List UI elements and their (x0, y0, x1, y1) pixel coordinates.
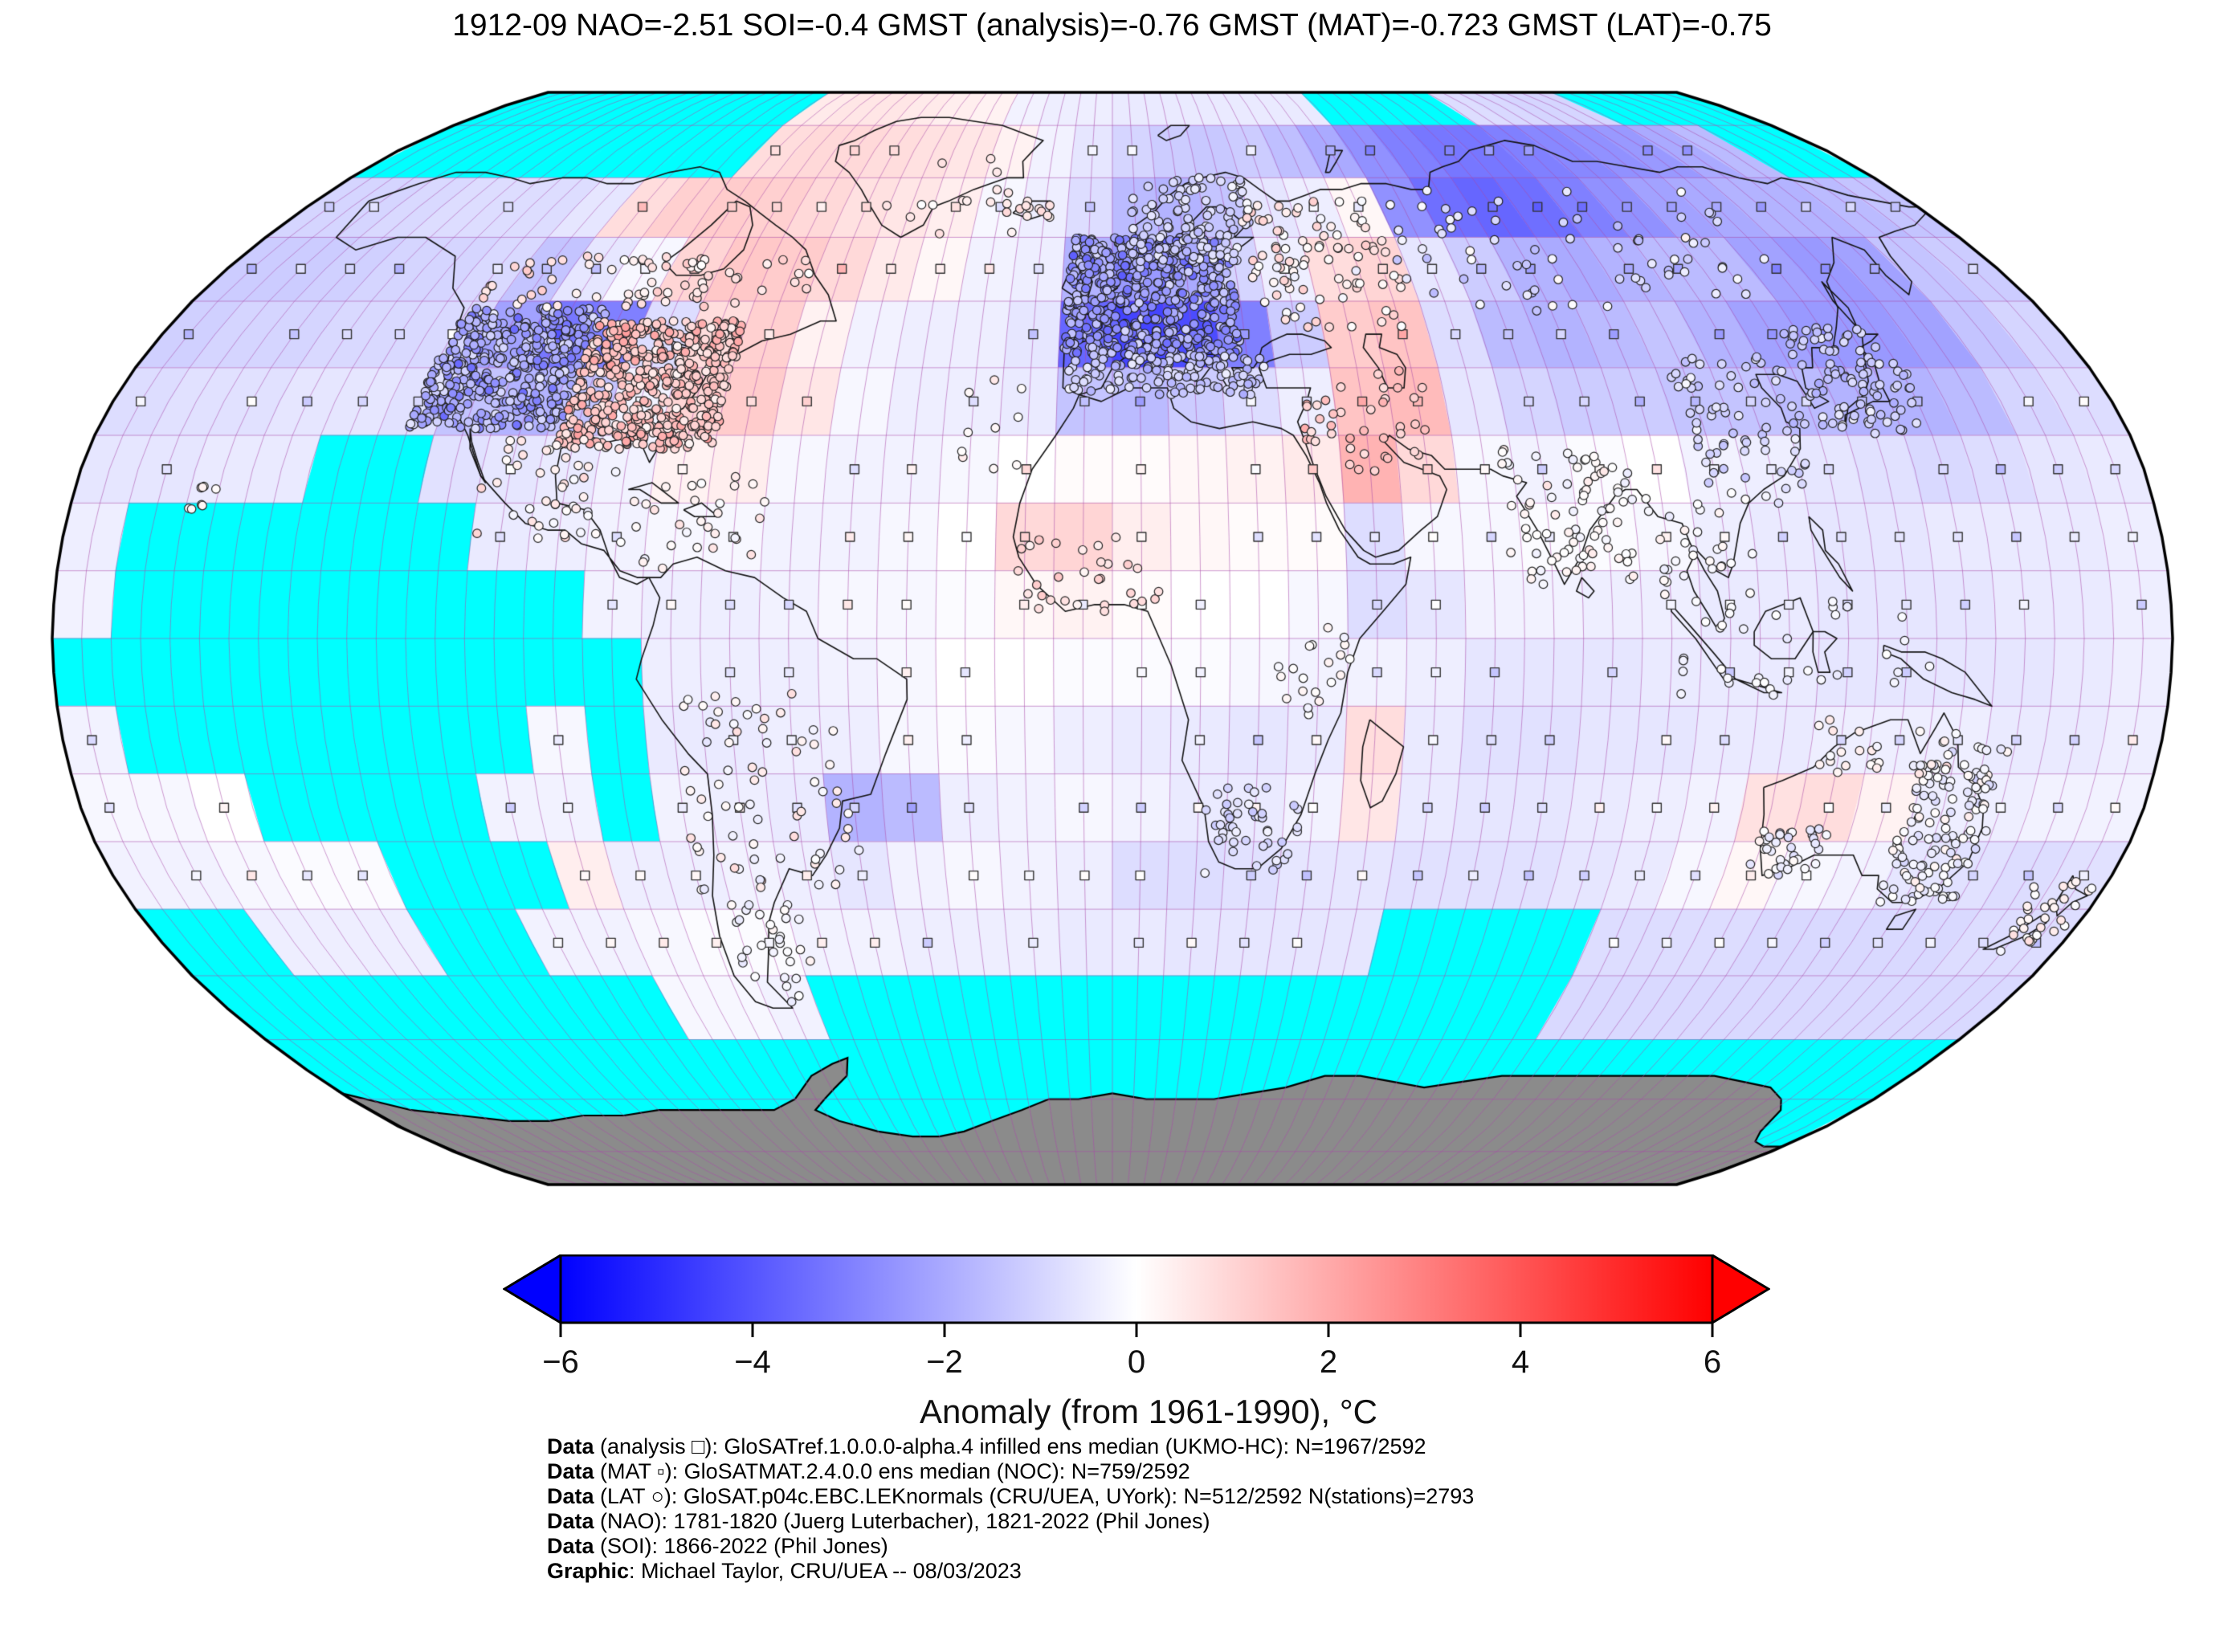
colorbar-ticks (559, 1323, 1714, 1337)
colorbar-tick-label: 4 (1511, 1344, 1530, 1380)
colorbar-svg (502, 1253, 1771, 1337)
colorbar-gradient (559, 1254, 1714, 1324)
attribution-line-nao: Data (NAO): 1781-1820 (Juerg Luterbacher… (547, 1509, 1210, 1533)
colorbar-right-arrow (1711, 1253, 1771, 1325)
colorbar-tick-label: −4 (734, 1344, 771, 1380)
colorbar-axis-label: Anomaly (from 1961-1990), °C (0, 1393, 2224, 1431)
attribution-line-analysis: Data (analysis □): GloSATref.1.0.0.0-alp… (547, 1434, 1426, 1458)
colorbar-tick-label: −6 (542, 1344, 579, 1380)
attribution-line-graphic: Graphic: Michael Taylor, CRU/UEA -- 08/0… (547, 1559, 1022, 1583)
world-map-canvas (0, 0, 2224, 1237)
attribution-line-mat: Data (MAT ▫): GloSATMAT.2.4.0.0 ens medi… (547, 1459, 1190, 1483)
colorbar-tick-labels: −6 −4 −2 0 2 4 6 (0, 1344, 2224, 1385)
attribution-line-lat: Data (LAT ○): GloSAT.p04c.EBC.LEKnormals… (547, 1484, 1475, 1508)
attribution-line-soi: Data (SOI): 1866-2022 (Phil Jones) (547, 1534, 888, 1558)
colorbar-left-arrow (502, 1253, 562, 1325)
colorbar-tick-label: 0 (1127, 1344, 1146, 1380)
colorbar-axis-label-text: Anomaly (from 1961-1990), °C (919, 1393, 1378, 1430)
colorbar-tick-label: 2 (1319, 1344, 1338, 1380)
attribution-block: Data (analysis □): GloSATref.1.0.0.0-alp… (547, 1434, 1474, 1584)
colorbar-tick-label: −2 (926, 1344, 963, 1380)
colorbar-tick-label: 6 (1703, 1344, 1722, 1380)
colorbar (502, 1253, 1771, 1340)
